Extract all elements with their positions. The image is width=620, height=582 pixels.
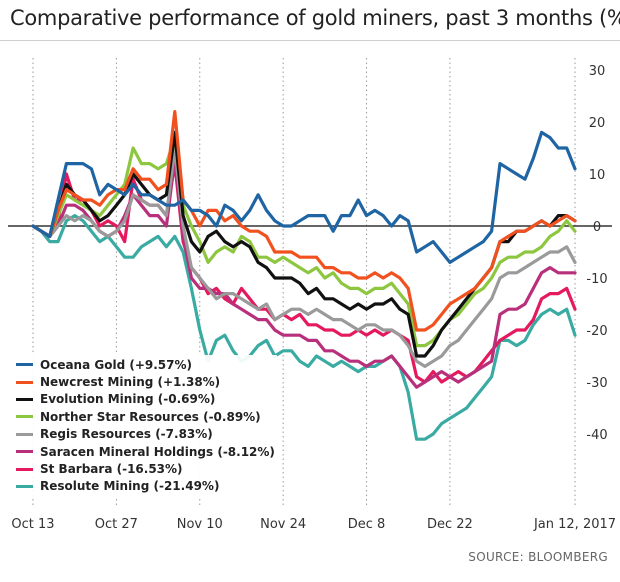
legend: Oceana Gold (+9.57%) Newcrest Mining (+1.… bbox=[14, 355, 277, 497]
legend-swatch bbox=[16, 432, 33, 436]
legend-item: Regis Resources (-7.83%) bbox=[16, 426, 275, 443]
legend-swatch bbox=[16, 380, 33, 384]
legend-item: Newcrest Mining (+1.38%) bbox=[16, 373, 275, 390]
legend-label: Norther Star Resources (-0.89%) bbox=[40, 409, 261, 424]
y-tick-label: -20 bbox=[586, 324, 607, 339]
y-tick-label: 10 bbox=[589, 168, 606, 183]
legend-swatch bbox=[16, 467, 33, 471]
y-tick-label: -30 bbox=[586, 376, 607, 391]
title-divider bbox=[0, 40, 620, 41]
legend-swatch bbox=[16, 484, 33, 488]
series-line bbox=[31, 146, 577, 368]
x-tick-label: Oct 13 bbox=[11, 517, 54, 532]
series-line bbox=[31, 162, 577, 384]
legend-label: St Barbara (-16.53%) bbox=[40, 462, 183, 477]
legend-label: Resolute Mining (-21.49%) bbox=[40, 479, 220, 494]
gridlines bbox=[8, 58, 612, 505]
legend-label: Oceana Gold (+9.57%) bbox=[40, 357, 192, 372]
y-tick-label: 30 bbox=[589, 64, 606, 79]
x-tick-label: Nov 10 bbox=[177, 517, 223, 532]
legend-item: St Barbara (-16.53%) bbox=[16, 460, 275, 477]
series-line bbox=[31, 156, 577, 389]
x-tick-label: Oct 27 bbox=[95, 517, 138, 532]
series-line bbox=[31, 130, 577, 264]
x-tick-label: Dec 22 bbox=[427, 517, 473, 532]
legend-item: Oceana Gold (+9.57%) bbox=[16, 356, 275, 373]
legend-item: Norther Star Resources (-0.89%) bbox=[16, 408, 275, 425]
legend-swatch bbox=[16, 415, 33, 419]
x-tick-label: Dec 8 bbox=[348, 517, 386, 532]
legend-label: Saracen Mineral Holdings (-8.12%) bbox=[40, 444, 275, 459]
legend-swatch bbox=[16, 363, 33, 367]
x-tick-label: Jan 12, 2017 bbox=[533, 517, 616, 532]
y-tick-label: 0 bbox=[593, 220, 601, 235]
y-tick-label: -40 bbox=[586, 428, 607, 443]
series-line bbox=[31, 214, 577, 441]
legend-label: Newcrest Mining (+1.38%) bbox=[40, 375, 221, 390]
x-tick-label: Nov 24 bbox=[260, 517, 306, 532]
series-lines bbox=[31, 109, 577, 441]
legend-item: Evolution Mining (-0.69%) bbox=[16, 391, 275, 408]
series-line bbox=[31, 109, 577, 332]
legend-item: Resolute Mining (-21.49%) bbox=[16, 478, 275, 495]
legend-label: Regis Resources (-7.83%) bbox=[40, 427, 213, 442]
chart-title: Comparative performance of gold miners, … bbox=[10, 6, 620, 30]
series-line bbox=[31, 136, 577, 348]
legend-swatch bbox=[16, 450, 33, 454]
legend-label: Evolution Mining (-0.69%) bbox=[40, 392, 216, 407]
legend-swatch bbox=[16, 397, 33, 401]
legend-item: Saracen Mineral Holdings (-8.12%) bbox=[16, 443, 275, 460]
y-tick-label: 20 bbox=[589, 116, 606, 131]
source-note: SOURCE: BLOOMBERG bbox=[468, 550, 608, 564]
y-tick-label: -10 bbox=[586, 272, 607, 287]
axis-ticks: Oct 13 Oct 27 Nov 10 Nov 24 Dec 8 Dec 22 Jan 1… bbox=[11, 64, 616, 532]
